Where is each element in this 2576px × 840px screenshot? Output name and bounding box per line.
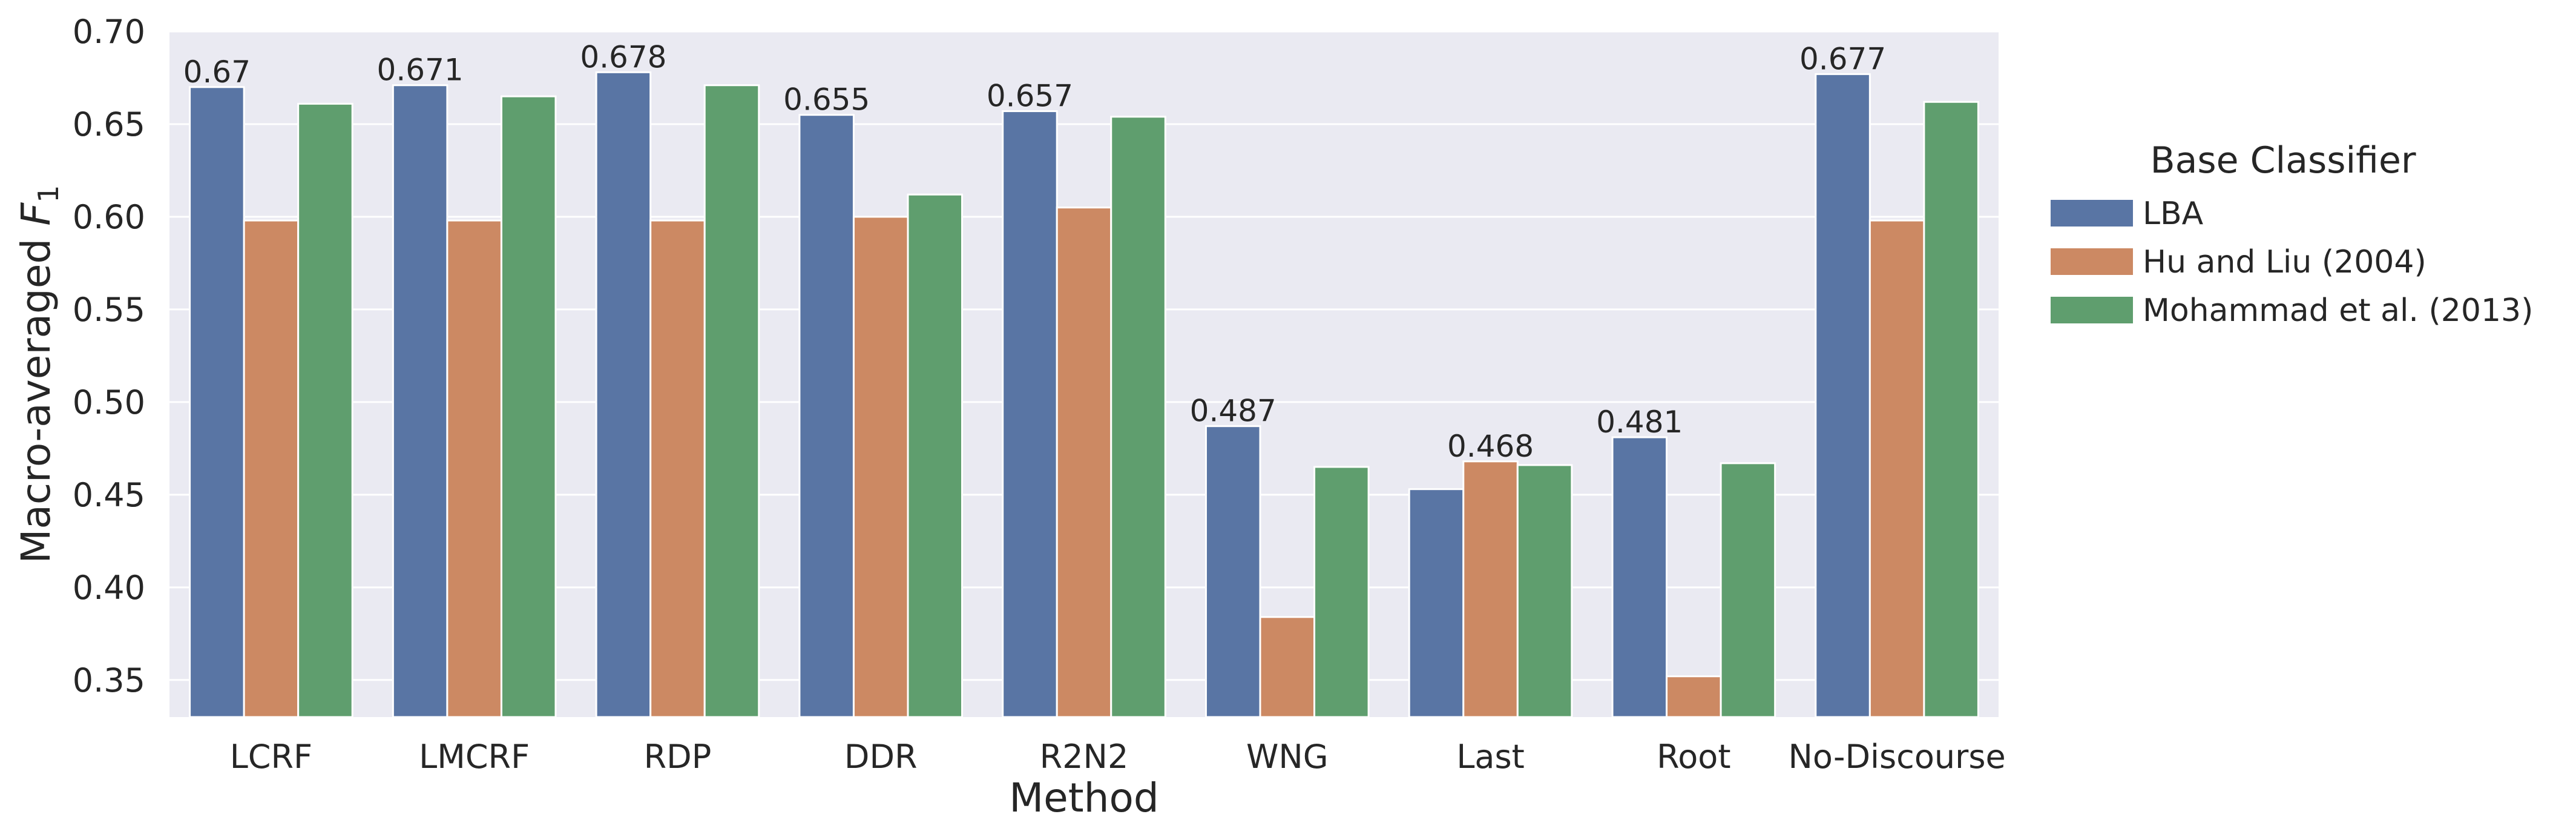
y-tick-label: 0.60 [73,198,145,236]
data-label: 0.657 [987,79,1073,114]
y-tick-label: 0.45 [73,476,145,514]
y-tick-label: 0.40 [73,569,145,607]
legend: Base Classifier LBA Hu and Liu (2004) Moha… [2051,139,2533,329]
bar [1720,462,1776,718]
data-label: 0.671 [377,53,464,88]
data-labels: 0.67 0.671 0.678 0.655 0.657 0.487 0.468 0.481 0… [183,39,1886,463]
x-tick-labels: LCRF LMCRF RDP DDR R2N2 WNG Last Root No-Discour… [230,738,2006,776]
bar [1408,488,1465,718]
bar [392,84,448,718]
bar [1259,616,1316,718]
y-axis-title-subscript: 1 [32,185,65,202]
x-tick-label: RDP [644,738,712,776]
y-tick-label: 0.65 [73,105,145,144]
y-tick-label: 0.70 [73,13,145,51]
legend-label: Mohammad et al. (2013) [2143,293,2533,329]
bar [1815,73,1871,718]
bar [1611,436,1668,718]
y-axis-title-prefix: Macro-averaged [13,226,59,564]
bar [1516,464,1573,718]
x-tick-label: LCRF [230,738,312,776]
y-tick-label: 0.50 [73,383,145,422]
bar [907,193,964,718]
y-axis-title: Macro-averaged F1 [13,185,65,563]
bar [1313,466,1370,718]
data-label: 0.481 [1596,405,1683,440]
data-label: 0.678 [580,39,666,74]
legend-title: Base Classifier [2150,139,2416,182]
x-tick-label: No-Discourse [1789,738,2006,776]
bar [189,86,245,718]
legend-label: LBA [2143,196,2204,232]
x-tick-label: Root [1657,738,1730,776]
bar [297,102,353,718]
data-label: 0.468 [1447,429,1534,464]
y-axis-title-variable: F [13,202,59,226]
legend-swatch [2051,248,2133,275]
bar [1204,425,1261,718]
x-tick-label: Last [1456,738,1524,776]
legend-swatch [2051,297,2133,323]
bar [798,114,855,718]
y-tick-label: 0.35 [73,661,145,699]
bars [189,71,1979,718]
bar [1868,219,1925,718]
x-tick-label: DDR [844,738,918,776]
data-label: 0.67 [183,55,251,90]
bar [852,216,909,718]
data-label: 0.677 [1799,41,1886,76]
y-tick-labels: 0.35 0.40 0.45 0.50 0.55 0.60 0.65 0.70 [73,13,145,699]
bar [1110,116,1166,718]
bar [243,219,300,718]
x-tick-label: WNG [1246,738,1329,776]
legend-label: Hu and Liu (2004) [2143,244,2426,280]
y-tick-label: 0.55 [73,291,145,329]
bar [703,84,760,718]
bar [1462,460,1519,718]
bar [500,95,557,718]
legend-swatch [2051,200,2133,227]
data-label: 0.487 [1190,394,1276,429]
bar [1002,110,1058,718]
bar [446,219,502,718]
bar [1666,675,1722,718]
bar [595,71,652,718]
data-label: 0.655 [783,82,870,117]
x-tick-label: LMCRF [419,738,530,776]
bar [649,219,706,718]
bar [1056,207,1112,718]
bar [1923,101,1979,718]
x-axis-title: Method [1009,775,1159,821]
x-tick-label: R2N2 [1040,738,1129,776]
